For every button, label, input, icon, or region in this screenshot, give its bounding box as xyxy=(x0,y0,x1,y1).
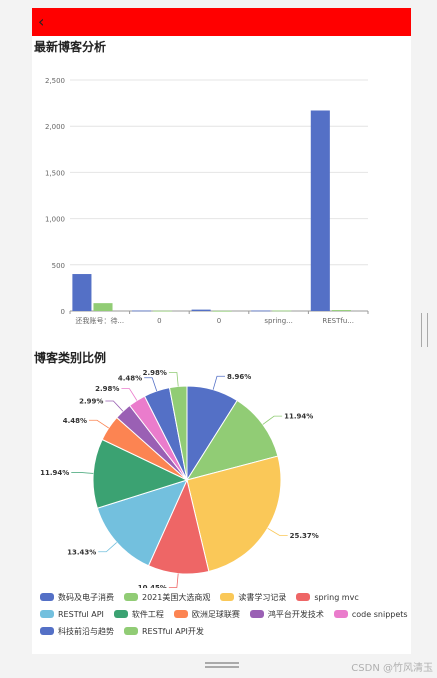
bar xyxy=(93,303,113,311)
legend-label: 软件工程 xyxy=(131,609,164,619)
bar xyxy=(331,310,351,311)
pie-label-line xyxy=(89,419,109,429)
pie-label-line xyxy=(71,472,94,474)
pie-slice-label: 11.94% xyxy=(284,413,313,421)
pie-slice-label: 11.94% xyxy=(40,469,69,477)
legend-swatch xyxy=(220,593,235,601)
legend-swatch xyxy=(40,610,54,618)
legend-swatch xyxy=(249,610,264,618)
bar xyxy=(310,110,330,311)
pie-slice xyxy=(185,399,279,481)
pie-slice-label: 2.98% xyxy=(95,385,119,393)
legend-item[interactable]: 鸿平台开发技术 xyxy=(249,608,324,620)
pie-label-line xyxy=(168,573,179,588)
legend-label: code snippets xyxy=(351,609,408,619)
pie-slice-label: 4.48% xyxy=(63,417,87,425)
legend-label: 数码及电子消费 xyxy=(58,592,114,602)
x-tick-label: spring... xyxy=(264,317,292,325)
pie-slice-label: 25.37% xyxy=(290,532,319,540)
x-tick-label: 0 xyxy=(217,317,221,325)
legend-swatch xyxy=(124,593,138,601)
legend-swatch xyxy=(40,627,54,635)
bottom-drag-handle[interactable] xyxy=(205,662,239,670)
top-bar: ‹ xyxy=(32,8,411,36)
bar xyxy=(191,309,211,311)
pie-slice xyxy=(92,438,189,509)
y-tick-label: 2,500 xyxy=(45,77,65,85)
legend-swatch xyxy=(113,610,128,618)
pie-label-line xyxy=(168,372,179,387)
legend-swatch xyxy=(333,610,348,618)
pie-label-line xyxy=(98,542,118,553)
legend-label: 欧洲足球联赛 xyxy=(191,609,240,619)
pie-label-line xyxy=(262,415,283,425)
legend-swatch xyxy=(296,593,311,601)
pie-slice-label: 10.45% xyxy=(138,584,167,588)
legend-swatch xyxy=(124,627,138,635)
bar xyxy=(72,274,92,311)
pie-chart: 8.96% 11.94% 25.37% 10.45% 13.43% 11.94% 4.48%… xyxy=(40,370,319,588)
pie-slice-label: 2.98% xyxy=(143,370,167,377)
legend-item[interactable]: spring mvc xyxy=(296,591,359,603)
legend-swatch xyxy=(40,593,54,601)
bar xyxy=(251,310,271,312)
pie-label-line xyxy=(121,388,138,401)
legend-label: RESTful API xyxy=(58,609,104,619)
pie-label-line xyxy=(105,400,124,412)
pie-slice xyxy=(186,455,282,573)
legend-item[interactable]: RESTful API xyxy=(40,608,104,620)
y-tick-label: 0 xyxy=(61,308,65,316)
y-tick-label: 2,000 xyxy=(45,123,65,131)
legend-item[interactable]: 软件工程 xyxy=(113,608,164,620)
bar-chart-title: 最新博客分析 xyxy=(34,40,107,54)
legend-item[interactable]: 数码及电子消费 xyxy=(40,591,114,603)
watermark: CSDN @竹风清玉 xyxy=(351,663,433,674)
y-tick-label: 500 xyxy=(52,262,65,270)
legend-label: 鸿平台开发技术 xyxy=(267,609,324,619)
legend-item[interactable]: 科技前沿与趋势 xyxy=(40,625,114,637)
pie-legend: 数码及电子消费 2021美国大选商观 读書学习记录 spring mvc RESTful… xyxy=(40,591,408,637)
pie-label-line xyxy=(212,375,226,390)
scrollbar-thumb[interactable] xyxy=(421,313,428,347)
legend-label: spring mvc xyxy=(314,592,359,602)
x-tick-label: 0 xyxy=(157,317,161,325)
pie-chart-title: 博客类别比例 xyxy=(34,351,107,365)
legend-label: 科技前沿与趋势 xyxy=(58,626,114,636)
x-tick-label: RESTfu... xyxy=(322,317,354,325)
legend-label: RESTful API开发 xyxy=(142,626,204,636)
x-tick-label: 还我账号：待... xyxy=(75,316,124,325)
pie-slice-label: 2.99% xyxy=(79,397,103,405)
legend-label: 2021美国大选商观 xyxy=(142,592,211,602)
pie-slice-label: 4.48% xyxy=(118,374,142,382)
bar xyxy=(272,310,292,312)
legend-item[interactable]: 2021美国大选商观 xyxy=(124,591,210,603)
legend-item[interactable]: 读書学习记录 xyxy=(220,591,286,603)
pie-slice-label: 13.43% xyxy=(67,548,96,556)
legend-item[interactable]: code snippets xyxy=(333,608,408,620)
bar xyxy=(131,310,152,312)
bar xyxy=(212,310,232,312)
legend-item[interactable]: RESTful API开发 xyxy=(124,625,204,637)
legend-item[interactable]: 欧洲足球联赛 xyxy=(173,608,240,620)
legend-swatch xyxy=(173,610,188,618)
app-page: ‹ 最新博客分析 0 500 1,000 1,500 2,000 2,500 还我账号：待.… xyxy=(32,8,411,654)
y-tick-label: 1,000 xyxy=(45,216,65,224)
legend-label: 读書学习记录 xyxy=(238,592,287,602)
chevron-left-icon[interactable]: ‹ xyxy=(38,12,45,31)
pie-label-line xyxy=(267,527,288,536)
bar-chart: 0 500 1,000 1,500 2,000 2,500 还我账号：待... 0 0 sprin… xyxy=(45,77,369,325)
bar xyxy=(153,310,173,312)
pie-label-line xyxy=(144,377,158,392)
pie-slice-label: 8.96% xyxy=(227,373,251,381)
y-tick-label: 1,500 xyxy=(45,169,65,177)
